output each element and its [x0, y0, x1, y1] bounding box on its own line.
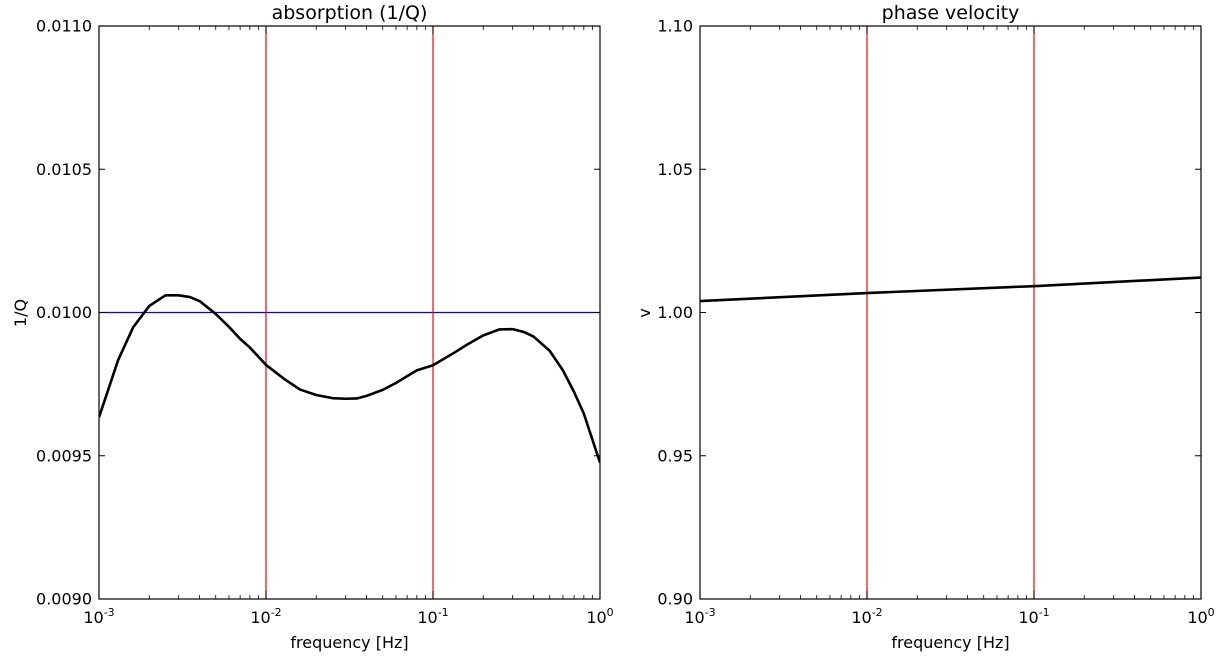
absorption-y-tick-label: 0.0090 [36, 590, 92, 609]
phase-velocity-y-tick-label: 0.95 [657, 446, 693, 465]
absorption-x-tick-label: 10-3 [83, 606, 114, 627]
phase-velocity-y-tick-label: 0.90 [657, 590, 693, 609]
phase-velocity-y-tick-label: 1.00 [657, 303, 693, 322]
absorption-y-tick-label: 0.0100 [36, 303, 92, 322]
absorption-y-axis-label: 1/Q [11, 299, 30, 327]
phase-velocity-x-axis-label: frequency [Hz] [891, 633, 1009, 652]
phase-velocity-chart-title: phase velocity [882, 2, 1020, 24]
absorption-x-tick-label: 10-1 [417, 606, 448, 627]
phase-velocity-x-tick-label: 100 [1187, 606, 1214, 627]
absorption-chart-title: absorption (1/Q) [272, 2, 428, 24]
phase-velocity-plot-content [700, 26, 1201, 599]
absorption-plot-area: 0.0090 0.0095 0.0100 0.0105 0.0110 10-3 10-2 10… [36, 17, 614, 628]
phase-velocity-y-tick-label: 1.05 [657, 160, 693, 179]
phase-velocity-y-axis-label: v [635, 308, 654, 317]
phase-velocity-data-line [700, 276, 1201, 303]
phase-velocity-x-tick-label: 10-2 [851, 606, 882, 627]
absorption-x-axis-label: frequency [Hz] [290, 633, 408, 652]
absorption-y-tick-label: 0.0110 [36, 17, 92, 36]
phase-velocity-x-tick-label: 10-3 [684, 606, 715, 627]
phase-velocity-y-tick-label: 1.10 [657, 17, 693, 36]
phase-velocity-panel: phase velocity frequency [Hz] v 0.90 0.95… [635, 2, 1215, 652]
absorption-plot-content [99, 26, 600, 599]
absorption-x-tick-label: 10-2 [250, 606, 281, 627]
absorption-panel: absorption (1/Q) frequency [Hz] 1/Q 0.00… [11, 2, 614, 652]
absorption-y-tick-label: 0.0105 [36, 160, 92, 179]
absorption-y-tick-label: 0.0095 [36, 446, 92, 465]
absorption-x-tick-label: 100 [586, 606, 613, 627]
phase-velocity-plot-area: 0.90 0.95 1.00 1.05 1.10 10-3 10-2 10-1 100 [657, 17, 1214, 628]
phase-velocity-x-tick-label: 10-1 [1018, 606, 1049, 627]
absorption-data-line [99, 294, 600, 464]
